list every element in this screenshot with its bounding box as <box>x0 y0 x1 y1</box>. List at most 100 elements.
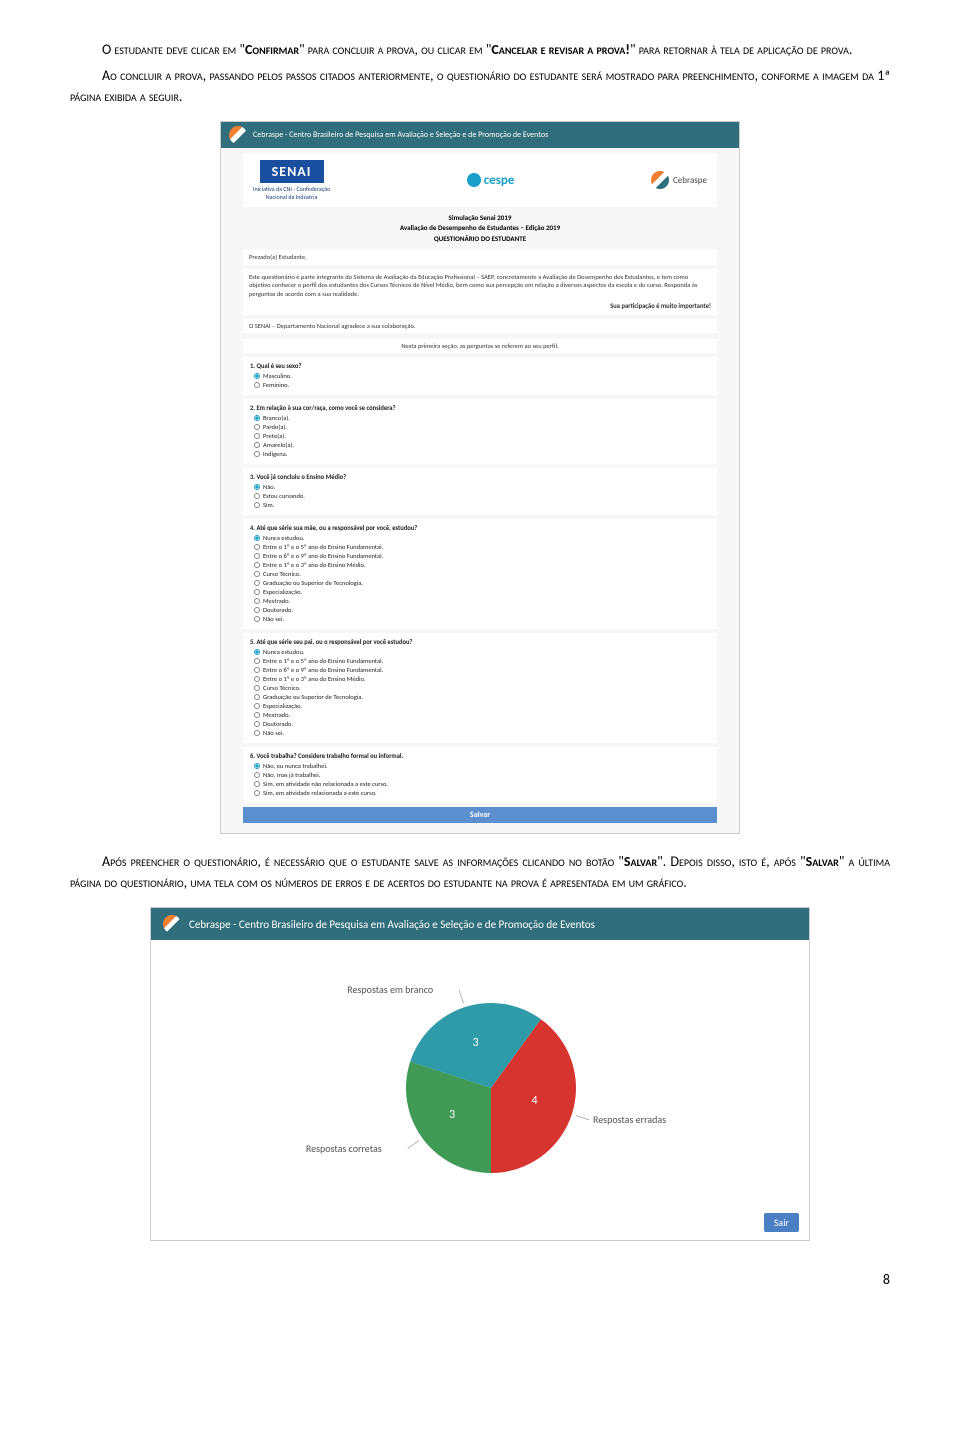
question-option[interactable]: Estou cursando. <box>254 492 710 500</box>
radio-icon[interactable] <box>254 382 260 388</box>
radio-icon[interactable] <box>254 451 260 457</box>
option-label: Nunca estudou. <box>263 534 305 542</box>
salvar-button[interactable]: Salvar <box>243 807 717 823</box>
radio-icon[interactable] <box>254 598 260 604</box>
question-option[interactable]: Branco(a). <box>254 414 710 422</box>
radio-icon[interactable] <box>254 424 260 430</box>
radio-icon[interactable] <box>254 694 260 700</box>
question-option[interactable]: Curso Técnico. <box>254 684 710 692</box>
option-label: Doutorado. <box>263 606 293 614</box>
radio-icon[interactable] <box>254 415 260 421</box>
radio-icon[interactable] <box>254 433 260 439</box>
radio-icon[interactable] <box>254 553 260 559</box>
shot1-header-text: Cebraspe - Centro Brasileiro de Pesquisa… <box>253 130 548 140</box>
question-option[interactable]: Masculino. <box>254 372 710 380</box>
question-option[interactable]: Nunca estudou. <box>254 648 710 656</box>
radio-icon[interactable] <box>254 607 260 613</box>
option-label: Não sei. <box>263 729 284 737</box>
screenshot-questionnaire: Cebraspe - Centro Brasileiro de Pesquisa… <box>220 121 740 835</box>
radio-icon[interactable] <box>254 772 260 778</box>
senai-sub: Iniciativa da CNI - Confederação Naciona… <box>253 185 330 201</box>
radio-icon[interactable] <box>254 649 260 655</box>
radio-icon[interactable] <box>254 571 260 577</box>
option-label: Feminino. <box>263 381 289 389</box>
option-label: Amarelo(a). <box>263 441 294 449</box>
radio-icon[interactable] <box>254 658 260 664</box>
question-option[interactable]: Feminino. <box>254 381 710 389</box>
logo-cespe: cespe <box>467 173 515 188</box>
cebraspe-text: Cebraspe <box>673 175 707 186</box>
form-titles: Simulação Senai 2019 Avaliação de Desemp… <box>243 213 717 245</box>
question-option[interactable]: Entre o 1º e o 3º ano do Ensino Médio. <box>254 561 710 569</box>
question-option[interactable]: Graduação ou Superior de Tecnologia. <box>254 579 710 587</box>
radio-icon[interactable] <box>254 763 260 769</box>
question-option[interactable]: Não. <box>254 483 710 491</box>
radio-icon[interactable] <box>254 580 260 586</box>
p3-b2: Salvar <box>806 853 839 870</box>
radio-icon[interactable] <box>254 562 260 568</box>
question-option[interactable]: Indígena. <box>254 450 710 458</box>
logo-cebraspe: Cebraspe <box>651 171 707 189</box>
question-option[interactable]: Preto(a). <box>254 432 710 440</box>
shot2-body: 3Respostas em branco4Respostas erradas3R… <box>151 940 809 1240</box>
question-option[interactable]: Entre o 6º e o 9º ano do Ensino Fundamen… <box>254 666 710 674</box>
option-label: Graduação ou Superior de Tecnologia. <box>263 579 363 587</box>
question-option[interactable]: Graduação ou Superior de Tecnologia. <box>254 693 710 701</box>
radio-icon[interactable] <box>254 703 260 709</box>
question-option[interactable]: Sim. <box>254 501 710 509</box>
question-option[interactable]: Mestrado. <box>254 711 710 719</box>
radio-icon[interactable] <box>254 535 260 541</box>
form-title-2: Avaliação de Desempenho de Estudantes – … <box>243 223 717 234</box>
option-label: Doutorado. <box>263 720 293 728</box>
radio-icon[interactable] <box>254 502 260 508</box>
question-option[interactable]: Não sei. <box>254 729 710 737</box>
form-intro-text: Este questionário é parte integrante do … <box>249 273 711 298</box>
question-option[interactable]: Entre o 1º e o 5º ano do Ensino Fundamen… <box>254 543 710 551</box>
p1-b2: Cancelar e revisar a prova! <box>491 41 630 58</box>
radio-icon[interactable] <box>254 685 260 691</box>
radio-icon[interactable] <box>254 589 260 595</box>
radio-icon[interactable] <box>254 721 260 727</box>
sair-button[interactable]: Sair <box>764 1213 799 1232</box>
radio-icon[interactable] <box>254 730 260 736</box>
question-option[interactable]: Entre o 1º e o 3º ano do Ensino Médio. <box>254 675 710 683</box>
form-greeting: Prezado(a) Estudante, <box>243 250 717 264</box>
radio-icon[interactable] <box>254 790 260 796</box>
radio-icon[interactable] <box>254 373 260 379</box>
logo-row: SENAI Iniciativa da CNI - Confederação N… <box>243 154 717 207</box>
question-option[interactable]: Pardo(a). <box>254 423 710 431</box>
question-option[interactable]: Não, eu nunca trabalhei. <box>254 762 710 770</box>
question-option[interactable]: Entre o 6º e o 9º ano do Ensino Fundamen… <box>254 552 710 560</box>
shot1-body: SENAI Iniciativa da CNI - Confederação N… <box>221 148 739 834</box>
radio-icon[interactable] <box>254 442 260 448</box>
radio-icon[interactable] <box>254 712 260 718</box>
radio-icon[interactable] <box>254 493 260 499</box>
question-option[interactable]: Entre o 1º e o 5º ano do Ensino Fundamen… <box>254 657 710 665</box>
option-label: Curso Técnico. <box>263 684 301 692</box>
radio-icon[interactable] <box>254 544 260 550</box>
question-option[interactable]: Doutorado. <box>254 606 710 614</box>
question-option[interactable]: Sim, em atividade não relacionada a este… <box>254 780 710 788</box>
p1-b1: Confirmar <box>245 41 299 58</box>
question-option[interactable]: Amarelo(a). <box>254 441 710 449</box>
radio-icon[interactable] <box>254 484 260 490</box>
radio-icon[interactable] <box>254 667 260 673</box>
radio-icon[interactable] <box>254 781 260 787</box>
radio-icon[interactable] <box>254 676 260 682</box>
question-option[interactable]: Não, mas já trabalhei. <box>254 771 710 779</box>
question-option[interactable]: Especialização. <box>254 588 710 596</box>
question-option[interactable]: Não sei. <box>254 615 710 623</box>
question-option[interactable]: Curso Técnico. <box>254 570 710 578</box>
radio-icon[interactable] <box>254 616 260 622</box>
cespe-icon <box>467 173 481 187</box>
p3-b1: Salvar <box>624 853 657 870</box>
question-option[interactable]: Nunca estudou. <box>254 534 710 542</box>
question-option[interactable]: Sim, em atividade relacionada a este cur… <box>254 789 710 797</box>
p1-mid1: " para concluir a prova, ou clicar em " <box>299 41 491 58</box>
question-option[interactable]: Especialização. <box>254 702 710 710</box>
pie-label-blank: Respostas em branco <box>347 983 433 996</box>
form-title-1: Simulação Senai 2019 <box>243 213 717 224</box>
question-option[interactable]: Mestrado. <box>254 597 710 605</box>
question-option[interactable]: Doutorado. <box>254 720 710 728</box>
option-label: Não sei. <box>263 615 284 623</box>
